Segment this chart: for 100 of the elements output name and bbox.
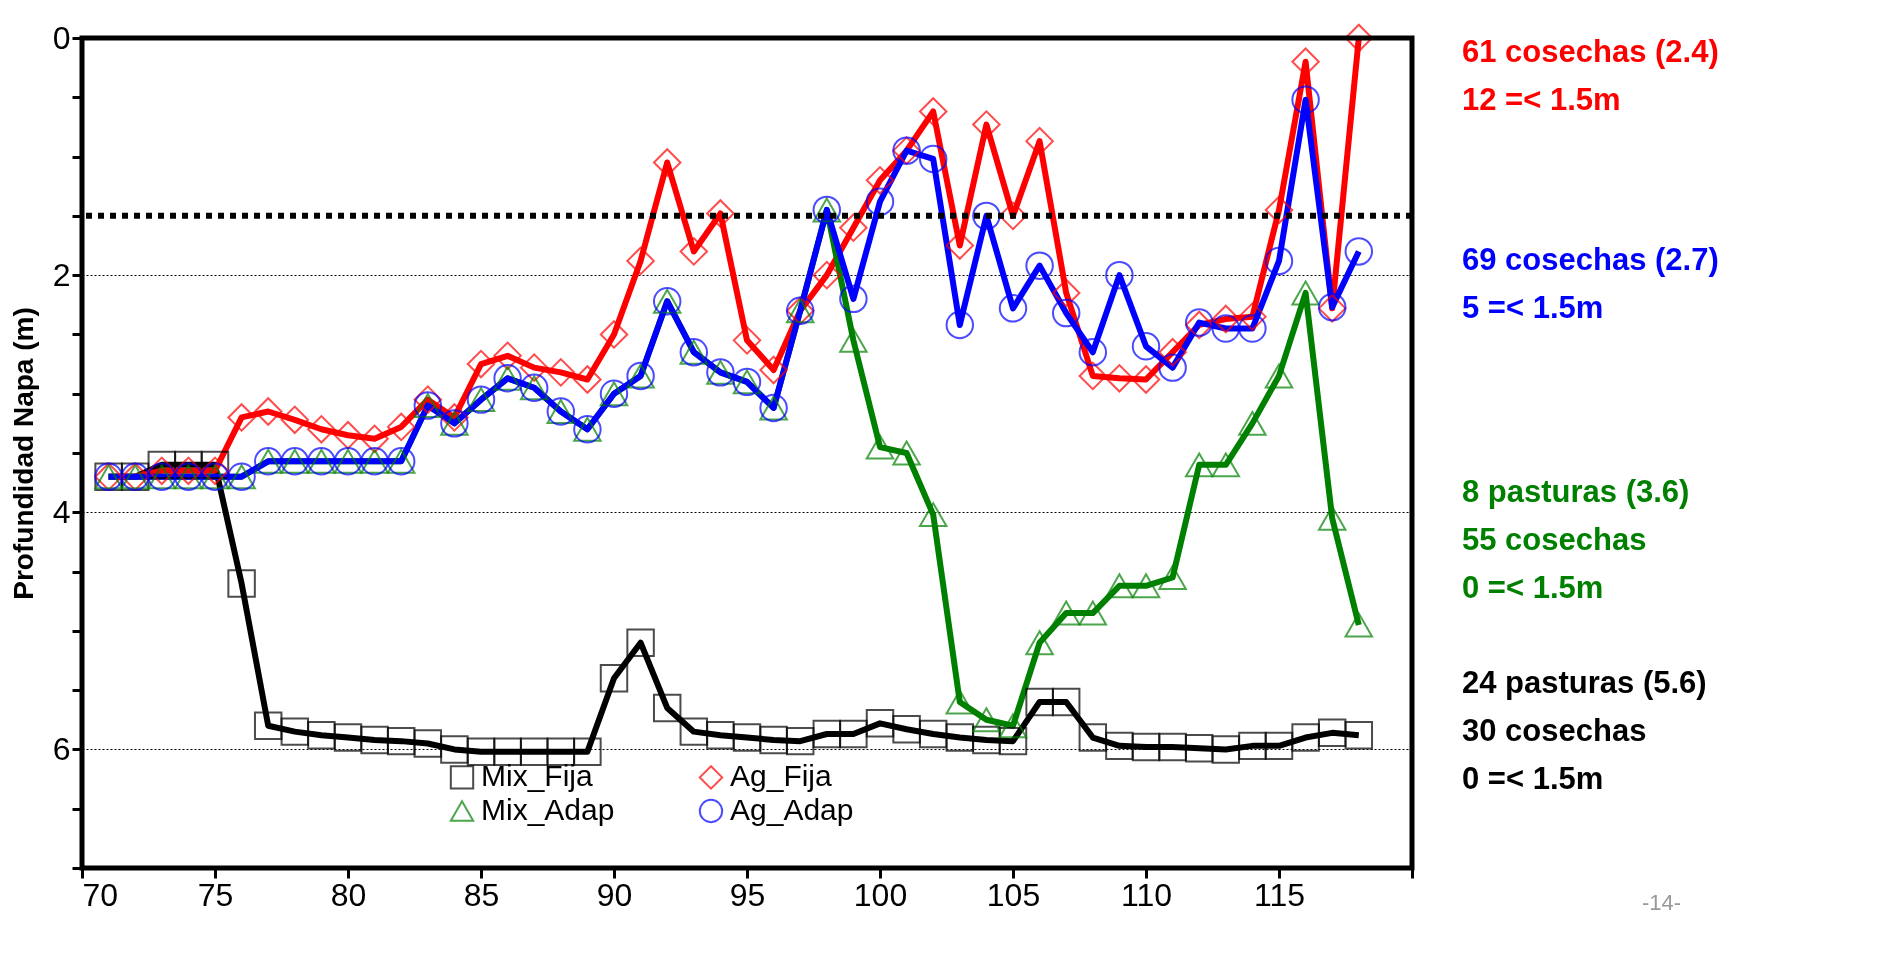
text: -14- — [1642, 889, 1682, 915]
point — [200, 450, 230, 480]
point — [972, 110, 1001, 139]
point — [1131, 732, 1161, 762]
point — [147, 456, 177, 486]
point — [839, 719, 868, 749]
point — [1105, 731, 1134, 761]
point — [1238, 410, 1267, 436]
y-tick-label: 2 — [52, 256, 71, 293]
point — [679, 237, 709, 266]
point — [1131, 332, 1161, 361]
point — [918, 502, 948, 528]
point — [386, 726, 416, 756]
point — [1158, 565, 1187, 590]
point — [1158, 337, 1187, 367]
point — [1238, 314, 1267, 343]
x-tick-label: 110 — [1120, 876, 1173, 913]
point — [998, 713, 1028, 739]
point — [972, 707, 1001, 733]
point — [573, 365, 602, 394]
point — [626, 628, 655, 657]
point — [812, 260, 842, 290]
x-tick-label: 105 — [986, 876, 1041, 913]
point — [865, 166, 895, 195]
point — [280, 405, 310, 435]
x-tick-label: 70 — [82, 876, 119, 913]
point — [945, 723, 975, 752]
x-tick-label: 115 — [1253, 876, 1306, 913]
point — [892, 440, 921, 466]
point — [1211, 314, 1241, 343]
x-tick-label: 100 — [853, 876, 908, 913]
point — [1078, 361, 1108, 391]
point — [1105, 260, 1134, 290]
point — [652, 148, 682, 177]
point — [812, 719, 842, 749]
point — [1105, 364, 1134, 393]
point — [546, 358, 576, 387]
point — [493, 341, 522, 370]
point — [839, 327, 868, 353]
point — [759, 355, 788, 385]
point — [839, 213, 868, 242]
point — [1184, 734, 1214, 763]
y-tick-label: 0 — [52, 19, 71, 56]
point — [253, 397, 283, 426]
point — [1078, 600, 1108, 626]
point — [626, 246, 655, 276]
point — [1025, 630, 1054, 656]
text: 61 cosechas (2.4) 12 =< 1.5m — [1462, 34, 1719, 117]
point — [1291, 280, 1320, 306]
x-tick-label: 90 — [596, 876, 633, 913]
point — [1158, 732, 1187, 762]
point — [386, 412, 416, 442]
point — [413, 385, 443, 414]
point — [307, 720, 336, 750]
x-tick-label: 95 — [729, 876, 766, 913]
legend-label: Ag_Adap — [730, 793, 854, 826]
point — [360, 424, 389, 453]
point — [865, 187, 895, 216]
point — [972, 201, 1001, 231]
x-tick-label: 85 — [463, 876, 500, 913]
point — [174, 450, 203, 480]
point — [1211, 735, 1241, 764]
point — [1025, 126, 1054, 156]
y-axis-title: Profundidad Napa (m) — [7, 307, 39, 600]
point — [227, 569, 256, 598]
point — [1238, 302, 1267, 331]
point — [1078, 338, 1108, 367]
point — [413, 729, 443, 758]
point — [253, 711, 283, 740]
point — [440, 403, 469, 432]
point — [1344, 237, 1374, 266]
point — [1131, 365, 1161, 394]
point — [333, 723, 363, 752]
point — [360, 725, 389, 755]
point — [280, 717, 310, 746]
point — [732, 723, 762, 752]
legend-label: Ag_Fija — [730, 759, 833, 793]
point — [1131, 573, 1161, 599]
point — [706, 720, 735, 750]
point — [1211, 452, 1241, 478]
point — [1078, 723, 1108, 752]
y-tick-label: 4 — [52, 493, 71, 530]
point — [945, 689, 975, 715]
point — [200, 456, 230, 486]
point — [466, 349, 496, 379]
point — [333, 420, 363, 450]
point — [1344, 23, 1374, 53]
text: 8 pasturas (3.6) 55 cosechas 0 =< 1.5m — [1462, 473, 1690, 605]
point — [679, 717, 709, 746]
point — [1264, 363, 1294, 389]
point — [1291, 47, 1320, 76]
point — [1051, 600, 1081, 626]
y-tick-label: 6 — [52, 730, 71, 767]
point — [1264, 731, 1294, 761]
point — [706, 199, 735, 228]
point — [307, 415, 336, 444]
point — [759, 725, 788, 755]
x-tick-label: 75 — [197, 876, 234, 913]
point — [1264, 246, 1294, 276]
text: 69 cosechas (2.7) 5 =< 1.5m — [1462, 241, 1719, 325]
